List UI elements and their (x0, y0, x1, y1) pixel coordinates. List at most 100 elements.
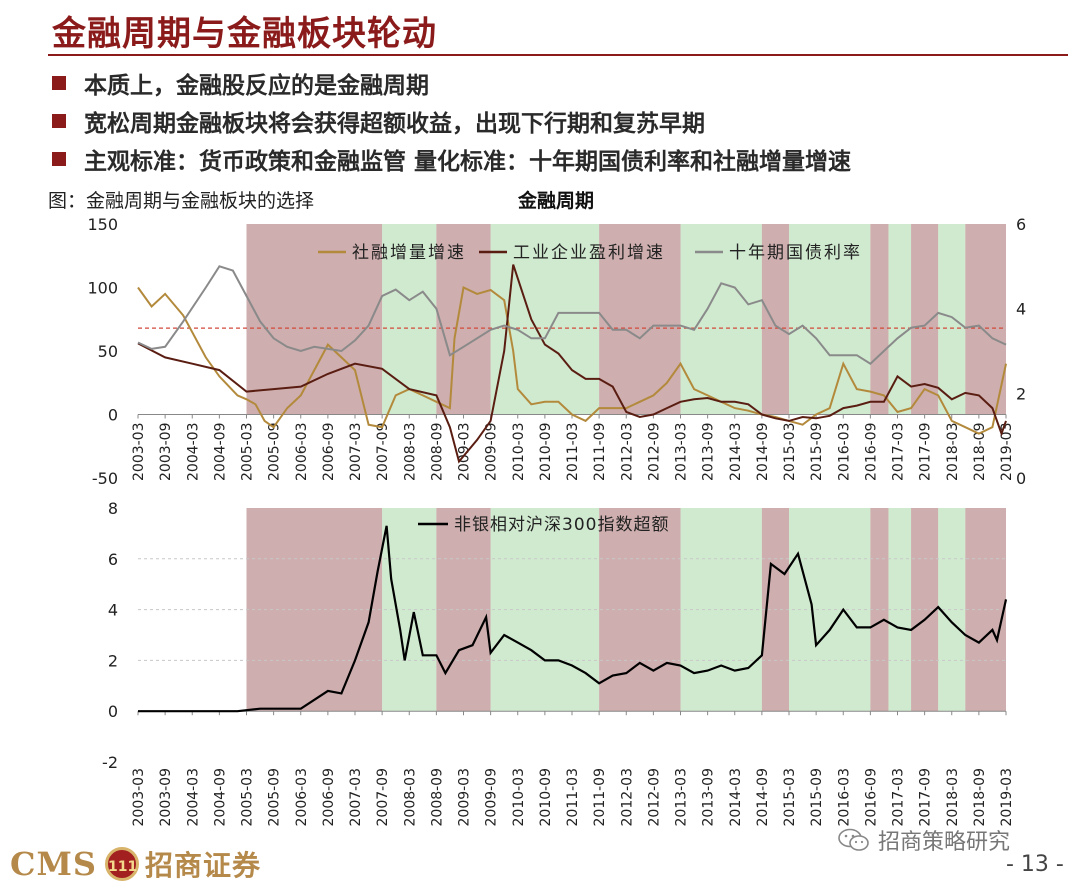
logo-badge-icon: 111 (105, 847, 139, 881)
x-tick-label-bottom: 2010-09 (538, 768, 554, 827)
y-left-tick-label: 150 (87, 215, 118, 234)
bullet-item: 宽松周期金融板块将会获得超额收益，出现下行期和复苏早期 (48, 102, 851, 140)
y-tick-label-bottom: 4 (108, 601, 118, 620)
y-tick-label-bottom: 2 (108, 651, 118, 670)
y-right-tick-label: 4 (1016, 300, 1026, 319)
logo-text-en: CMS (10, 845, 97, 883)
bullet-square-icon (52, 114, 66, 128)
cycle-band-top (246, 224, 383, 415)
x-tick-label-top: 2011-03 (565, 423, 581, 482)
series-line-工业企业盈利增速 (137, 264, 1007, 464)
cycle-band-top (888, 224, 912, 415)
x-tick-label-bottom: 2016-03 (836, 768, 852, 827)
x-tick-label-top: 2012-03 (619, 423, 635, 482)
x-tick-label-top: 2010-03 (511, 423, 527, 482)
x-tick-label-bottom: 2017-09 (918, 768, 934, 827)
x-tick-label-bottom: 2007-03 (348, 768, 364, 827)
y-left-tick-label: 0 (108, 406, 118, 425)
y-right-tick-label: 0 (1016, 469, 1026, 488)
wechat-account: 招商策略研究 (838, 824, 1010, 856)
x-tick-label-bottom: 2008-03 (402, 768, 418, 827)
legend-label: 社融增量增速 (352, 243, 466, 263)
y-right-tick-label: 6 (1016, 215, 1026, 234)
x-tick-label-bottom: 2007-09 (375, 768, 391, 827)
x-tick-label-bottom: 2017-03 (891, 768, 907, 827)
cycle-band-top (761, 224, 789, 415)
x-tick-label-bottom: 2011-03 (565, 768, 581, 827)
series-line-nonbank-excess (138, 525, 1008, 713)
x-tick-label-bottom: 2013-09 (701, 768, 717, 827)
y-tick-label-bottom: 0 (108, 702, 118, 721)
x-tick-label-top: 2016-03 (836, 423, 852, 482)
y-right-tick-label: 2 (1016, 384, 1026, 403)
bullet-text: 宽松周期金融板块将会获得超额收益，出现下行期和复苏早期 (84, 111, 705, 137)
cycle-band-top (680, 224, 762, 415)
x-tick-label-top: 2004-03 (185, 423, 201, 482)
x-tick-label-bottom: 2012-03 (619, 768, 635, 827)
wechat-account-name: 招商策略研究 (878, 830, 1011, 855)
y-left-tick-label: 100 (87, 279, 118, 298)
x-tick-label-bottom: 2003-03 (131, 768, 147, 827)
x-tick-label-bottom: 2008-09 (429, 768, 445, 827)
x-tick-label-top: 2012-09 (646, 423, 662, 482)
cycle-band-top (789, 224, 871, 415)
x-tick-label-top: 2013-09 (701, 423, 717, 482)
x-tick-label-bottom: 2004-03 (185, 768, 201, 827)
x-tick-label-top: 2014-03 (728, 423, 744, 482)
x-tick-label-bottom: 2013-03 (674, 768, 690, 827)
x-tick-label-bottom: 2018-03 (945, 768, 961, 827)
x-tick-label-bottom: 2009-09 (484, 768, 500, 827)
y-left-tick-label: -50 (92, 469, 118, 488)
x-tick-label-top: 2007-03 (348, 423, 364, 482)
legend-label: 工业企业盈利增速 (513, 243, 665, 263)
x-tick-label-top: 2011-09 (592, 423, 608, 482)
chart-title: 金融周期 (518, 190, 595, 212)
x-tick-label-top: 2009-03 (457, 423, 473, 482)
cycle-band-top (911, 224, 939, 415)
x-tick-label-top: 2003-09 (158, 423, 174, 482)
wechat-icon (838, 828, 869, 851)
x-tick-label-bottom: 2014-03 (728, 768, 744, 827)
series-line-社融增量增速 (137, 286, 1007, 435)
x-tick-label-top: 2018-03 (945, 423, 961, 482)
x-tick-label-top: 2005-03 (240, 423, 256, 482)
x-tick-label-top: 2010-09 (538, 423, 554, 482)
x-tick-label-bottom: 2009-03 (457, 768, 473, 827)
x-tick-label-bottom: 2006-03 (294, 768, 310, 827)
title-divider (48, 54, 1068, 56)
bullet-item: 本质上，金融股反应的是金融周期 (48, 64, 851, 102)
x-tick-label-top: 2017-03 (891, 423, 907, 482)
x-tick-label-bottom: 2019-03 (999, 768, 1015, 827)
x-tick-label-top: 2015-03 (782, 423, 798, 482)
legend-label: 非银相对沪深300指数超额 (454, 515, 669, 535)
x-tick-label-top: 2018-09 (972, 423, 988, 482)
y-tick-label-bottom: -2 (102, 753, 118, 772)
x-tick-label-bottom: 2005-09 (267, 768, 283, 827)
y-left-tick-label: 50 (98, 342, 118, 361)
x-tick-label-top: 2003-03 (131, 423, 147, 482)
bullet-list: 本质上，金融股反应的是金融周期 宽松周期金融板块将会获得超额收益，出现下行期和复… (48, 64, 851, 178)
cycle-band-bottom (490, 508, 600, 712)
series-line-十年期国债利率 (137, 265, 1007, 365)
x-tick-label-top: 2008-03 (402, 423, 418, 482)
bullet-item: 主观标准：货币政策和金融监管 量化标准：十年期国债利率和社融增量增速 (48, 140, 851, 178)
x-tick-label-bottom: 2014-09 (755, 768, 771, 827)
x-tick-label-top: 2017-09 (918, 423, 934, 482)
x-tick-label-bottom: 2006-09 (321, 768, 337, 827)
bullet-text: 本质上，金融股反应的是金融周期 (84, 73, 429, 99)
x-tick-label-bottom: 2011-09 (592, 768, 608, 827)
x-tick-label-top: 2004-09 (212, 423, 228, 482)
x-tick-label-bottom: 2003-09 (158, 768, 174, 827)
x-tick-label-top: 2013-03 (674, 423, 690, 482)
x-tick-label-bottom: 2015-09 (809, 768, 825, 827)
bullet-square-icon (52, 152, 66, 166)
cycle-band-top (938, 224, 966, 415)
x-tick-label-top: 2006-03 (294, 423, 310, 482)
x-tick-label-top: 2014-09 (755, 423, 771, 482)
x-tick-label-top: 2005-09 (267, 423, 283, 482)
logo-text-cn: 招商证券 (145, 849, 262, 882)
x-tick-label-bottom: 2016-09 (863, 768, 879, 827)
cycle-band-top (436, 224, 491, 415)
cycle-band-top (490, 224, 600, 415)
